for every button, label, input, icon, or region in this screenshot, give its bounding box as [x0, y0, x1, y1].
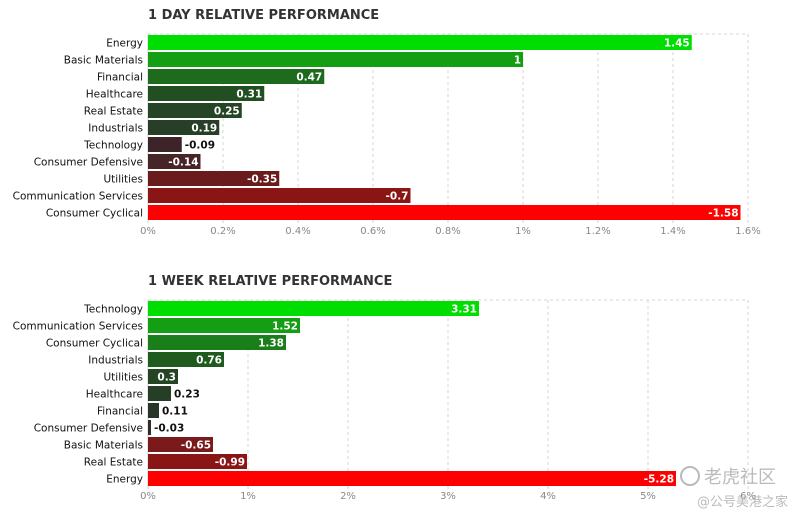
bar: [148, 386, 171, 401]
category-label: Energy: [106, 474, 143, 486]
data-label: 0.47: [296, 72, 322, 84]
data-label: -0.03: [154, 423, 184, 435]
category-label: Industrials: [88, 123, 143, 135]
data-label: 0.3: [157, 372, 176, 384]
data-label: 0.11: [162, 406, 188, 418]
x-tick-label: 0%: [140, 491, 156, 502]
data-label: 0.31: [236, 89, 262, 101]
category-label: Consumer Defensive: [34, 423, 143, 435]
watermark-line1: 老虎社区: [704, 467, 776, 488]
bar: [148, 318, 300, 333]
data-label: -0.99: [215, 457, 245, 469]
x-tick-label: 1%: [240, 491, 256, 502]
category-label: Technology: [83, 140, 143, 152]
x-tick-label: 0.6%: [360, 226, 385, 237]
bar: [148, 52, 523, 67]
category-label: Real Estate: [84, 106, 143, 118]
bar: [148, 154, 201, 169]
bar: [148, 471, 676, 486]
category-label: Financial: [97, 72, 143, 84]
bar: [148, 335, 286, 350]
category-label: Basic Materials: [64, 440, 143, 452]
data-label: -1.58: [708, 208, 738, 220]
x-tick-label: 1.2%: [585, 226, 610, 237]
watermark-line2: @公号美港之家: [697, 494, 788, 510]
data-label: -0.14: [168, 157, 198, 169]
category-label: Energy: [106, 38, 143, 50]
x-tick-label: 1%: [515, 226, 531, 237]
x-tick-label: 0.8%: [435, 226, 460, 237]
chart-title-1-week: 1 WEEK RELATIVE PERFORMANCE: [148, 274, 392, 289]
data-label: -0.65: [181, 440, 211, 452]
bar: [148, 103, 242, 118]
bar: [148, 69, 325, 84]
bar: [148, 454, 247, 469]
x-tick-label: 0.4%: [285, 226, 310, 237]
x-tick-label: 5%: [640, 491, 656, 502]
x-tick-label: 6%: [740, 491, 756, 502]
chart-title-1-day: 1 DAY RELATIVE PERFORMANCE: [148, 8, 379, 23]
bar: [148, 403, 159, 418]
category-label: Basic Materials: [64, 55, 143, 67]
x-tick-label: 1.6%: [735, 226, 760, 237]
data-label: 3.31: [451, 304, 477, 316]
x-tick-label: 2%: [340, 491, 356, 502]
bar: [148, 137, 182, 152]
bar: [148, 205, 741, 220]
category-label: Consumer Cyclical: [46, 208, 143, 220]
category-label: Financial: [97, 406, 143, 418]
data-label: -0.7: [386, 191, 409, 203]
chart-1-day: 1 DAY RELATIVE PERFORMANCE 0% 0.2% 0.4% 0.6…: [13, 8, 761, 237]
category-label: Utilities: [103, 174, 143, 186]
bar: [148, 369, 178, 384]
bar: [148, 188, 411, 203]
bar: [148, 437, 213, 452]
data-label: 0.23: [174, 389, 200, 401]
x-tick-label: 1.4%: [660, 226, 685, 237]
category-label: Industrials: [88, 355, 143, 367]
bar: [148, 120, 220, 135]
category-label: Healthcare: [86, 389, 143, 401]
watermark-logo-icon: [680, 466, 700, 486]
category-label: Consumer Defensive: [34, 157, 143, 169]
bar: [148, 86, 265, 101]
data-label: 1.52: [272, 321, 298, 333]
category-label: Communication Services: [13, 321, 143, 333]
x-tick-label: 4%: [540, 491, 556, 502]
category-label: Consumer Cyclical: [46, 338, 143, 350]
bar: [148, 352, 224, 367]
bar: [148, 171, 280, 186]
category-label: Utilities: [103, 372, 143, 384]
bar: [148, 35, 692, 50]
data-label: 1.38: [258, 338, 284, 350]
data-label: 0.25: [214, 106, 240, 118]
category-label: Technology: [83, 304, 143, 316]
data-label: -0.09: [185, 140, 215, 152]
x-tick-label: 3%: [440, 491, 456, 502]
data-label: 0.76: [196, 355, 222, 367]
data-label: -0.35: [247, 174, 277, 186]
data-label: 1: [514, 55, 521, 67]
data-label: 0.19: [191, 123, 217, 135]
data-label: 1.45: [664, 38, 690, 50]
x-tick-label: 0.2%: [210, 226, 235, 237]
category-label: Real Estate: [84, 457, 143, 469]
category-label: Communication Services: [13, 191, 143, 203]
watermark: 老虎社区 @公号美港之家: [680, 466, 788, 510]
bar: [148, 420, 151, 435]
bar: [148, 301, 479, 316]
category-label: Healthcare: [86, 89, 143, 101]
data-label: -5.28: [644, 474, 674, 486]
chart-1-week: 1 WEEK RELATIVE PERFORMANCE 0% 1% 2% 3% 4% 5%…: [13, 274, 756, 502]
x-tick-label: 0%: [140, 226, 156, 237]
